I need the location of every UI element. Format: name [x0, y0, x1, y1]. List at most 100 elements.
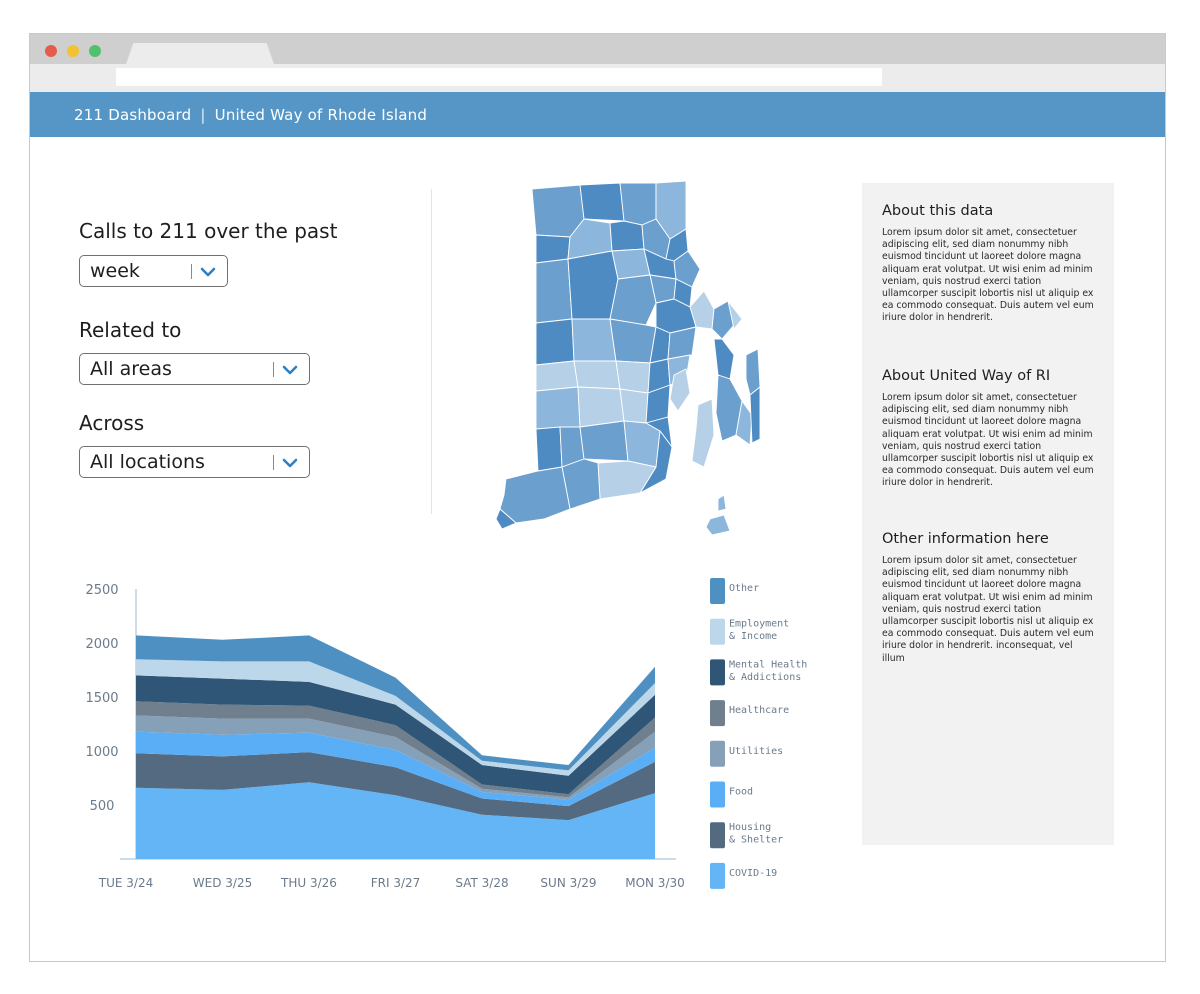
rhode-island-map[interactable]	[460, 179, 760, 539]
info-panel: About this data Lorem ipsum dolor sit am…	[862, 183, 1114, 845]
legend-swatch	[710, 781, 725, 808]
legend-swatch	[710, 659, 725, 686]
area-series-employment-income[interactable]	[136, 659, 655, 776]
map-region	[713, 338, 735, 380]
y-tick-label: 2500	[85, 583, 118, 598]
chart-legend: Other Employment & Income Mental Health & Ad…	[710, 578, 807, 889]
map-region	[673, 250, 701, 288]
map-region	[579, 182, 625, 222]
map-region	[495, 508, 517, 530]
area-select[interactable]: All areas	[79, 353, 310, 385]
x-tick-label: MON 3/30	[625, 876, 685, 890]
maximize-window-icon[interactable]	[89, 45, 101, 57]
y-tick-label: 1000	[85, 745, 118, 760]
map-region	[579, 420, 629, 462]
address-bar[interactable]	[116, 68, 882, 86]
area-value: All areas	[90, 358, 172, 380]
legend-label: Food	[729, 787, 753, 798]
map-region	[567, 250, 619, 320]
legend-label: Housing & Shelter	[729, 822, 783, 846]
map-region	[667, 326, 697, 360]
area-series-mental-health-addictions[interactable]	[136, 675, 655, 795]
location-select[interactable]: All locations	[79, 446, 310, 478]
map-region	[573, 360, 621, 390]
map-region	[577, 386, 625, 428]
x-tick-label: SAT 3/28	[455, 876, 508, 890]
title-separator: |	[200, 106, 206, 124]
time-range-select[interactable]: week	[79, 255, 228, 287]
map-region	[717, 494, 727, 512]
panel-heading: Other information here	[882, 531, 1049, 547]
map-region	[609, 274, 657, 326]
map-region	[615, 360, 651, 394]
chevron-down-icon[interactable]	[199, 263, 217, 281]
x-tick-label: WED 3/25	[193, 876, 252, 890]
legend-label: Healthcare	[729, 705, 789, 716]
area-series-food[interactable]	[136, 731, 655, 807]
legend-label: Mental Health & Addictions	[729, 659, 807, 683]
time-range-label: Calls to 211 over the past	[79, 219, 338, 243]
select-divider	[273, 455, 274, 470]
area-series-covid-19[interactable]	[136, 782, 655, 859]
filters-divider	[431, 189, 432, 514]
panel-body: Lorem ipsum dolor sit amet, consectetuer…	[882, 392, 1094, 489]
minimize-window-icon[interactable]	[67, 45, 79, 57]
chevron-down-icon[interactable]	[281, 361, 299, 379]
map-region	[727, 300, 743, 330]
map-region	[535, 258, 573, 324]
map-region	[597, 460, 657, 500]
map-region	[619, 182, 657, 226]
app-header: 211 Dashboard | United Way of Rhode Island	[30, 92, 1165, 137]
area-series-housing-shelter[interactable]	[136, 752, 655, 821]
legend-label: Other	[729, 583, 759, 594]
location-label: Across	[79, 411, 145, 435]
close-window-icon[interactable]	[45, 45, 57, 57]
legend-swatch	[710, 740, 725, 767]
app-title-text: 211 Dashboard	[74, 106, 192, 124]
browser-tab[interactable]	[126, 43, 274, 64]
x-tick-label: SUN 3/29	[540, 876, 596, 890]
area-series-utilities[interactable]	[136, 715, 655, 800]
area-series-healthcare[interactable]	[136, 701, 655, 798]
browser-window: 211 Dashboard | United Way of Rhode Island…	[29, 33, 1166, 962]
map-region	[535, 426, 563, 472]
app-title: 211 Dashboard | United Way of Rhode Island	[74, 106, 427, 124]
panel-body: Lorem ipsum dolor sit amet, consectetuer…	[882, 227, 1094, 324]
map-region	[619, 388, 649, 424]
legend-swatch	[710, 862, 725, 889]
legend-swatch	[710, 618, 725, 645]
map-region	[609, 318, 657, 364]
map-region	[609, 220, 645, 252]
panel-body: Lorem ipsum dolor sit amet, consectetuer…	[882, 555, 1094, 664]
map-region	[669, 368, 691, 412]
calls-area-chart[interactable]: 500 1000 1500 2000 2500 TUE 3/24 WED 3/25 THU 3…	[70, 579, 690, 909]
browser-titlebar	[30, 34, 1165, 64]
legend-swatch	[710, 700, 725, 727]
map-region	[735, 400, 753, 446]
panel-heading: About this data	[882, 203, 994, 219]
y-tick-label: 2000	[85, 637, 118, 652]
legend-label: COVID-19	[729, 868, 777, 879]
legend-swatch	[710, 578, 725, 604]
x-tick-label: FRI 3/27	[371, 876, 421, 890]
map-region	[535, 318, 575, 366]
x-tick-label: THU 3/26	[280, 876, 337, 890]
browser-toolbar	[30, 64, 1165, 92]
map-region	[535, 360, 579, 392]
chevron-down-icon[interactable]	[281, 454, 299, 472]
map-region	[745, 348, 760, 396]
select-divider	[191, 264, 192, 279]
location-value: All locations	[90, 451, 205, 473]
map-region	[749, 386, 760, 444]
map-region	[535, 234, 571, 264]
map-region	[535, 386, 581, 430]
time-range-value: week	[90, 260, 140, 282]
legend-swatch	[710, 822, 725, 849]
panel-heading: About United Way of RI	[882, 368, 1051, 384]
legend-label: Utilities	[729, 746, 783, 757]
area-series-other[interactable]	[136, 635, 655, 771]
map-region	[711, 300, 735, 340]
select-divider	[273, 362, 274, 377]
y-tick-label: 500	[90, 799, 115, 814]
map-region	[611, 248, 651, 280]
